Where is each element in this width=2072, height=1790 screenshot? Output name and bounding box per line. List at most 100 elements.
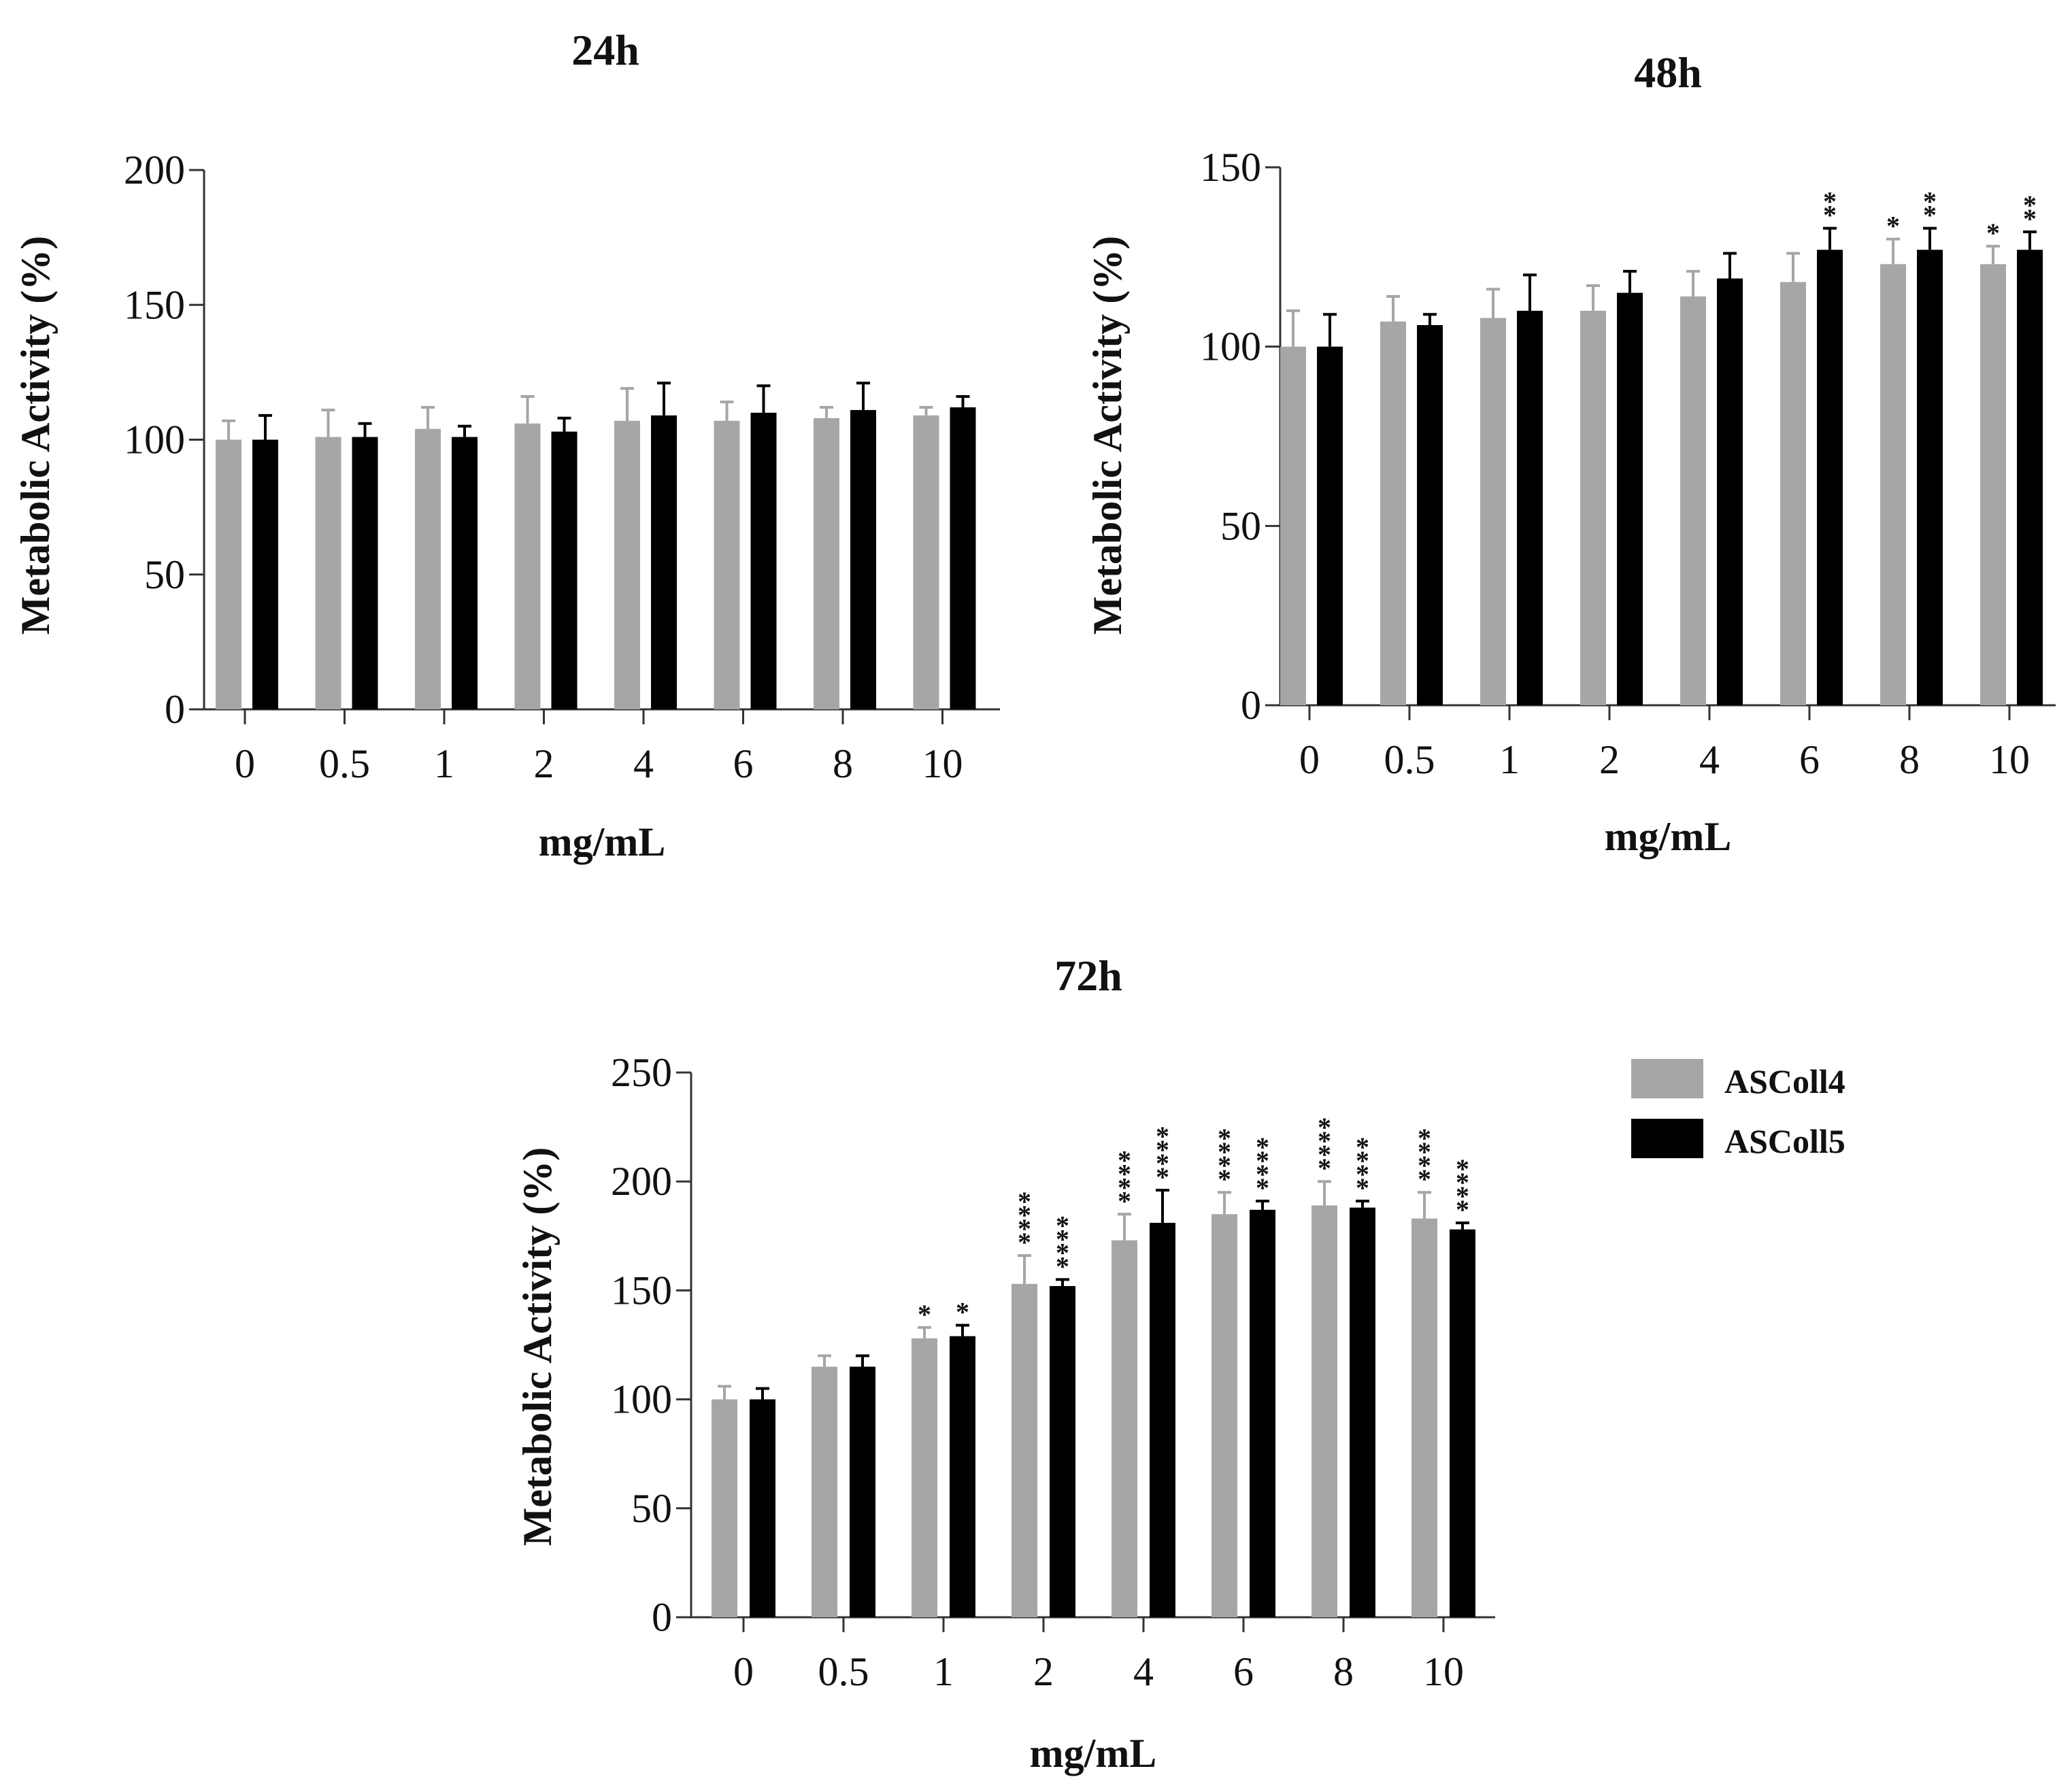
significance-mark: * bbox=[2023, 190, 2037, 220]
x-tick-label: 8 bbox=[1899, 737, 1920, 782]
bar-ascoll5-4 bbox=[1717, 278, 1743, 705]
chart-title: 72h bbox=[1054, 951, 1122, 1000]
significance-mark: * bbox=[1256, 1145, 1269, 1176]
bar-ascoll4-0.5 bbox=[812, 1366, 837, 1617]
significance-mark: * bbox=[956, 1297, 969, 1328]
significance-mark: * bbox=[1056, 1223, 1069, 1254]
chart-24h: 24h 0 50 100 150 200 Metabolic Activity (%) 0 0.… bbox=[13, 26, 1000, 864]
bar-ascoll5-1 bbox=[950, 1336, 975, 1617]
bar-ascoll5-4 bbox=[651, 415, 677, 709]
bar-ascoll4-6 bbox=[1780, 282, 1806, 705]
x-tick-label: 0 bbox=[733, 1649, 754, 1694]
bar-ascoll5-6 bbox=[1817, 250, 1843, 706]
significance-mark: * bbox=[1923, 200, 1937, 231]
x-tick-label: 6 bbox=[1233, 1649, 1254, 1694]
x-tick-label: 0 bbox=[1299, 737, 1320, 782]
y-tick-label: 0 bbox=[165, 687, 185, 732]
bar-ascoll4-1 bbox=[912, 1338, 937, 1617]
significance-mark: * bbox=[918, 1299, 931, 1330]
y-axis-label: Metabolic Activity (%) bbox=[13, 236, 58, 635]
x-tick-label: 1 bbox=[1499, 737, 1520, 782]
bar-ascoll4-10 bbox=[1980, 264, 2006, 705]
bar-ascoll5-8 bbox=[1917, 250, 1943, 706]
y-tick-label: 0 bbox=[652, 1595, 672, 1640]
y-tick-label: 0 bbox=[1241, 683, 1261, 728]
significance-mark: * bbox=[1356, 1172, 1369, 1203]
bar-ascoll4-0.5 bbox=[315, 437, 341, 709]
significance-mark: * bbox=[1056, 1210, 1069, 1240]
bar-ascoll5-8 bbox=[850, 409, 876, 709]
significance-mark: * bbox=[1018, 1200, 1031, 1230]
significance-mark: * bbox=[1318, 1139, 1331, 1170]
significance-mark: * bbox=[1318, 1126, 1331, 1156]
significance-mark: * bbox=[1018, 1213, 1031, 1244]
bar-ascoll5-0 bbox=[252, 439, 278, 709]
x-tick-label: 4 bbox=[1699, 737, 1720, 782]
significance-mark: * bbox=[1218, 1123, 1231, 1153]
legend-label-ascoll4: ASColl4 bbox=[1724, 1062, 1845, 1100]
significance-mark: * bbox=[1356, 1145, 1369, 1176]
bar-ascoll4-0 bbox=[1280, 346, 1306, 706]
x-tick-label: 0.5 bbox=[818, 1649, 869, 1694]
bar-ascoll5-2 bbox=[1050, 1285, 1075, 1617]
significance-mark: * bbox=[1418, 1164, 1431, 1194]
y-tick-label: 250 bbox=[611, 1050, 672, 1095]
significance-mark: * bbox=[1156, 1134, 1169, 1165]
x-tick-label: 2 bbox=[1599, 737, 1620, 782]
bar-ascoll5-10 bbox=[2017, 250, 2043, 706]
bar-ascoll4-2 bbox=[1580, 310, 1606, 705]
x-tick-label: 6 bbox=[1799, 737, 1820, 782]
y-tick-label: 100 bbox=[1200, 324, 1261, 369]
x-axis-label: mg/mL bbox=[539, 820, 666, 864]
bar-ascoll5-0 bbox=[1317, 346, 1343, 706]
significance-mark: * bbox=[1218, 1136, 1231, 1167]
chart-title: 48h bbox=[1634, 48, 1702, 97]
x-tick-label: 8 bbox=[1333, 1649, 1354, 1694]
x-tick-label: 0.5 bbox=[1384, 737, 1435, 782]
bar-ascoll5-1 bbox=[1517, 310, 1543, 705]
bar-ascoll5-1 bbox=[452, 437, 478, 709]
x-tick-label: 1 bbox=[933, 1649, 954, 1694]
bar-ascoll4-4 bbox=[614, 420, 640, 709]
significance-mark: * bbox=[1218, 1150, 1231, 1181]
bar-ascoll4-1 bbox=[415, 428, 441, 709]
y-tick-label: 50 bbox=[144, 552, 185, 597]
significance-mark: * bbox=[1118, 1172, 1131, 1202]
significance-mark: * bbox=[1156, 1121, 1169, 1151]
y-tick-label: 150 bbox=[124, 282, 185, 327]
x-tick-label: 10 bbox=[1423, 1649, 1464, 1694]
significance-mark: * bbox=[1018, 1227, 1031, 1257]
significance-mark: * bbox=[1218, 1164, 1231, 1194]
x-tick-label: 10 bbox=[922, 741, 963, 786]
significance-mark: * bbox=[2023, 203, 2037, 234]
bar-ascoll5-0.5 bbox=[850, 1366, 875, 1617]
bar-ascoll5-4 bbox=[1150, 1223, 1175, 1617]
bar-ascoll4-4 bbox=[1112, 1240, 1137, 1617]
bar-ascoll5-6 bbox=[750, 412, 777, 709]
x-tick-label: 4 bbox=[633, 741, 654, 786]
bar-ascoll4-10 bbox=[1411, 1218, 1437, 1617]
significance-mark: * bbox=[1256, 1132, 1269, 1162]
significance-mark: * bbox=[1118, 1145, 1131, 1175]
bar-ascoll5-0.5 bbox=[1417, 325, 1443, 705]
significance-mark: * bbox=[1886, 210, 1900, 241]
significance-mark: * bbox=[1318, 1112, 1331, 1143]
significance-mark: * bbox=[1823, 200, 1837, 231]
significance-mark: * bbox=[1418, 1123, 1431, 1153]
x-tick-label: 6 bbox=[733, 741, 754, 786]
bar-ascoll5-0 bbox=[750, 1399, 775, 1617]
significance-mark: * bbox=[1018, 1186, 1031, 1217]
bar-ascoll4-6 bbox=[1212, 1214, 1237, 1617]
significance-mark: * bbox=[1156, 1162, 1169, 1192]
bar-ascoll4-8 bbox=[1311, 1205, 1337, 1617]
significance-mark: * bbox=[1118, 1185, 1131, 1216]
bar-ascoll5-0.5 bbox=[352, 437, 378, 709]
x-tick-label: 10 bbox=[1989, 737, 2030, 782]
x-axis-label: mg/mL bbox=[1605, 814, 1732, 859]
x-tick-label: 1 bbox=[434, 741, 454, 786]
significance-mark: * bbox=[1256, 1172, 1269, 1203]
significance-mark: * bbox=[1456, 1167, 1469, 1198]
bar-ascoll4-8 bbox=[814, 418, 839, 709]
